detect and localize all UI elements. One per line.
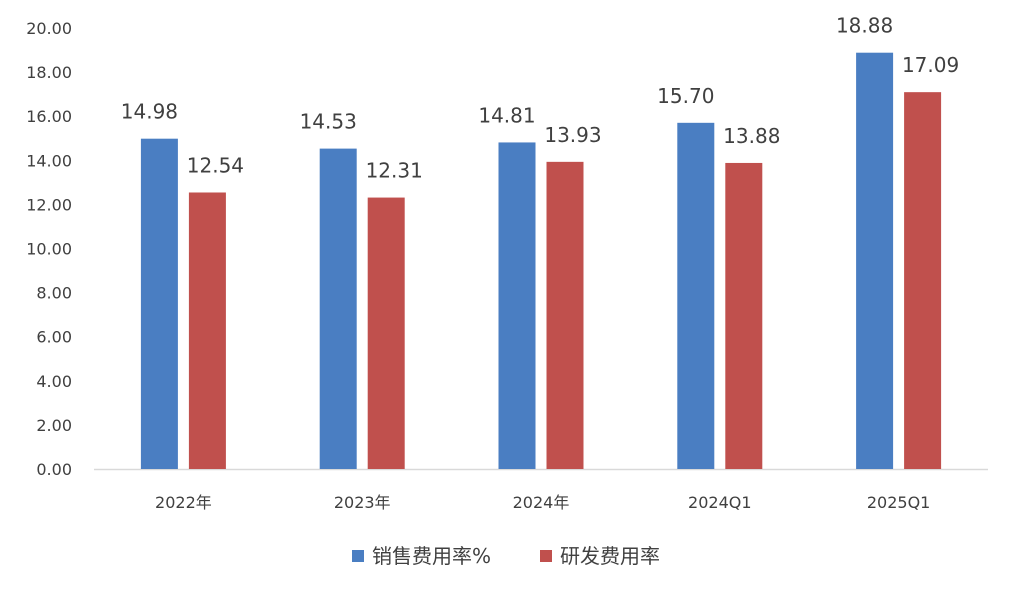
y-tick-label: 14.00	[26, 151, 72, 170]
data-label: 13.93	[544, 123, 601, 147]
bars	[140, 52, 942, 470]
legend-swatch	[540, 550, 552, 562]
data-label: 15.70	[657, 84, 714, 108]
data-label: 13.88	[723, 124, 780, 148]
x-axis: 2022年 2023年 2024年 2024Q1 2025Q1	[94, 468, 988, 512]
x-tick-label: 2025Q1	[867, 493, 931, 512]
y-tick-label: 16.00	[26, 107, 72, 126]
y-tick-label: 12.00	[26, 195, 72, 214]
y-tick-label: 2.00	[36, 416, 72, 435]
x-tick-label: 2023年	[334, 493, 391, 512]
bar-rd-expense-rate	[546, 161, 584, 469]
y-tick-label: 20.00	[26, 19, 72, 38]
y-tick-label: 18.00	[26, 63, 72, 82]
data-label: 14.81	[478, 103, 535, 127]
bar-rd-expense-rate	[188, 192, 226, 470]
legend-swatch	[352, 550, 364, 562]
data-label: 12.54	[187, 153, 244, 177]
bar-sales-expense-rate	[140, 138, 178, 470]
data-label: 14.53	[300, 110, 357, 134]
y-axis: 0.00 2.00 4.00 6.00 8.00 10.00 12.00 14.00 16.00…	[26, 19, 72, 479]
bar-rd-expense-rate	[367, 197, 405, 469]
bar-sales-expense-rate	[856, 52, 894, 470]
x-tick-label: 2024年	[513, 493, 570, 512]
legend-label: 销售费用率%	[372, 544, 491, 568]
y-tick-label: 0.00	[36, 460, 72, 479]
data-label: 17.09	[902, 53, 959, 77]
bar-rd-expense-rate	[904, 92, 942, 469]
data-label: 18.88	[836, 14, 893, 38]
x-tick-label: 2022年	[155, 493, 212, 512]
y-tick-label: 8.00	[36, 284, 72, 303]
bar-sales-expense-rate	[677, 122, 715, 469]
legend: 销售费用率% 研发费用率	[352, 544, 660, 568]
data-label: 12.31	[366, 159, 423, 183]
legend-label: 研发费用率	[560, 544, 660, 568]
bar-sales-expense-rate	[319, 148, 357, 469]
x-tick-label: 2024Q1	[688, 493, 752, 512]
bar-rd-expense-rate	[725, 162, 763, 470]
y-tick-label: 6.00	[36, 328, 72, 347]
bar-sales-expense-rate	[498, 142, 536, 469]
data-label: 14.98	[121, 100, 178, 124]
y-tick-label: 10.00	[26, 240, 72, 259]
y-tick-label: 4.00	[36, 372, 72, 391]
data-labels: 14.98 12.54 14.53 12.31 14.81 13.93 15.70 13.88…	[121, 14, 959, 183]
